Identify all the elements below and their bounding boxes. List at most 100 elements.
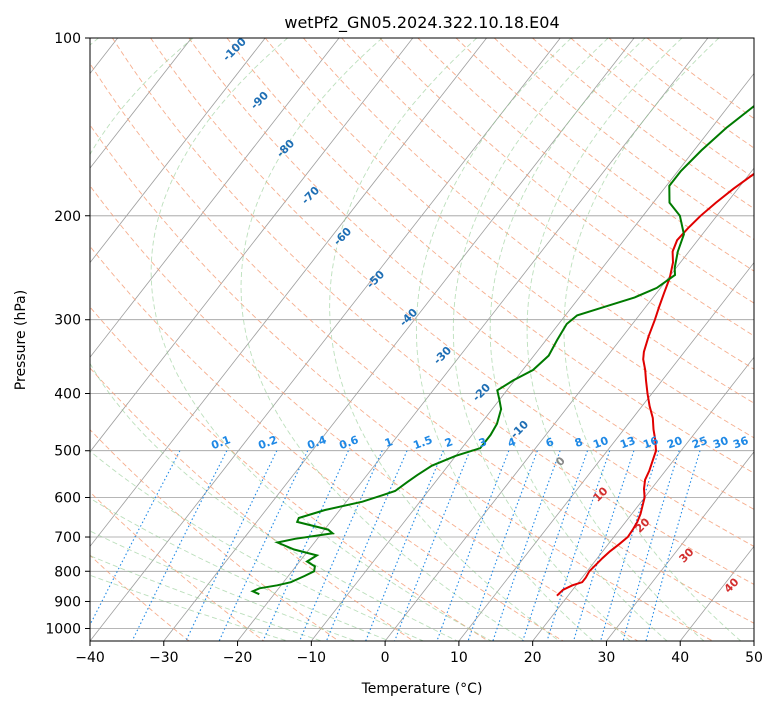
y-tick-label: 100 [54, 31, 81, 47]
x-tick-label: −10 [297, 650, 327, 666]
x-axis: −40 −30 −20 −10 0 10 20 30 40 50 [75, 641, 763, 666]
isotherm-line [90, 38, 340, 358]
y-axis: 100 200 300 400 500 600 700 800 900 1000 [45, 31, 90, 637]
mixing-ratio-label: 16 [641, 434, 660, 452]
y-tick-label: 200 [54, 209, 81, 225]
dry-adiabat-line [90, 62, 754, 624]
dry-adiabat-line [90, 491, 265, 641]
mixing-ratio-label: 6 [544, 435, 556, 450]
dry-adiabat-line [226, 38, 754, 474]
isotherm-line [237, 38, 709, 641]
moist-adiabat-line [489, 38, 668, 641]
isotherm-line [90, 38, 561, 641]
moist-adiabat-line [90, 38, 458, 641]
x-tick-label: −20 [223, 650, 253, 666]
dry-adiabat-line [303, 38, 754, 404]
isotherm-line [532, 356, 754, 641]
mixing-ratio-line [218, 450, 309, 641]
dry-adiabat-line [90, 429, 339, 641]
dewpoint-profile [250, 104, 754, 596]
y-tick-label: 900 [54, 594, 81, 610]
y-tick-label: 1000 [45, 621, 81, 637]
moist-adiabat-line [150, 38, 492, 641]
dry-adiabat-line [90, 184, 639, 641]
mixing-ratio-label: 30 [711, 434, 730, 452]
x-axis-label: Temperature (°C) [361, 681, 483, 697]
mixing-ratio-label: 0.1 [209, 433, 232, 452]
x-tick-label: 10 [450, 650, 468, 666]
moist-adiabat-line [329, 38, 560, 641]
y-axis-label: Pressure (hPa) [13, 290, 29, 390]
isotherm-line [384, 167, 754, 641]
mixing-ratio-label: 3 [477, 435, 489, 450]
x-tick-label: 30 [598, 650, 616, 666]
plot-frame [89, 37, 755, 642]
dry-adiabat-line [417, 38, 754, 304]
mixing-ratio-label: 1.5 [411, 433, 434, 452]
y-tick-label: 800 [54, 564, 81, 580]
temperature-profile [556, 172, 754, 597]
mixing-ratio-label: 8 [573, 435, 585, 450]
dry-adiabat-line [188, 38, 754, 510]
mixing-ratio-label: 36 [731, 434, 750, 452]
dry-adiabat-line [90, 306, 489, 641]
mixing-ratio-line [325, 450, 408, 641]
dry-adiabat-line [493, 38, 754, 241]
isotherm-line [90, 38, 414, 453]
mixing-ratio-line [645, 450, 701, 641]
isotherm-line [90, 38, 266, 264]
mixing-ratio-line [185, 450, 278, 641]
mixing-ratio-label: 25 [690, 434, 709, 451]
dry-adiabat-line [341, 38, 754, 370]
mixing-ratio-label: 0.4 [305, 433, 328, 452]
dry-adiabat-line [570, 38, 754, 179]
dry-adiabat-line [90, 245, 564, 641]
mixing-ratio-line [622, 450, 680, 641]
moist-adiabat-line [240, 38, 526, 641]
moist-adiabat-line [90, 38, 424, 641]
dry-adiabat-line [112, 38, 754, 585]
y-tick-label: 600 [54, 490, 81, 506]
mixing-ratio-label: 2 [443, 435, 455, 450]
dry-adiabat-line [264, 38, 754, 439]
mixing-ratio-label: 0.6 [337, 433, 360, 452]
moist-adiabat-line [415, 38, 594, 641]
mixing-ratio-label: 20 [665, 434, 684, 452]
mixing-ratio-line [90, 450, 181, 627]
x-tick-label: 20 [524, 650, 542, 666]
isotherm-line [606, 451, 754, 641]
mixing-ratio-line [492, 450, 561, 641]
x-tick-label: −40 [75, 650, 105, 666]
dry-adiabat-line [90, 124, 713, 641]
dry-adiabat-line [150, 38, 754, 547]
moist-adiabat-line [90, 497, 390, 641]
moist-adiabat-line [90, 530, 356, 641]
sounding-profiles [250, 104, 754, 597]
mixing-ratio-label: 4 [506, 435, 518, 450]
moist-adiabat-line [563, 38, 742, 641]
mixing-ratio-label: 10 [591, 434, 610, 452]
y-tick-label: 400 [54, 387, 81, 403]
mixing-ratio-label: 1 [383, 435, 395, 450]
mixing-ratio-line [394, 450, 471, 641]
x-tick-label: 40 [671, 650, 689, 666]
x-tick-label: 0 [381, 650, 390, 666]
y-tick-label: 300 [54, 313, 81, 329]
chart-title: wetPf2_GN05.2024.322.10.18.E04 [284, 13, 559, 33]
dry-adiabat-line [379, 38, 754, 337]
isotherm-line [163, 38, 635, 641]
isotherm-line [90, 38, 487, 548]
isotherm-line [90, 38, 192, 169]
y-tick-label: 700 [54, 530, 81, 546]
isotherm-line [458, 261, 754, 641]
x-tick-label: 50 [745, 650, 763, 666]
mixing-ratio-label: 13 [618, 434, 637, 451]
y-tick-label: 500 [54, 444, 81, 460]
x-tick-label: −30 [149, 650, 179, 666]
mixing-ratio-line [131, 450, 228, 641]
moist-adiabat-line [452, 38, 631, 641]
mixing-ratio-line [365, 450, 444, 641]
mixing-ratio-label: 0.2 [256, 433, 279, 452]
mixing-ratio-line [522, 450, 589, 641]
